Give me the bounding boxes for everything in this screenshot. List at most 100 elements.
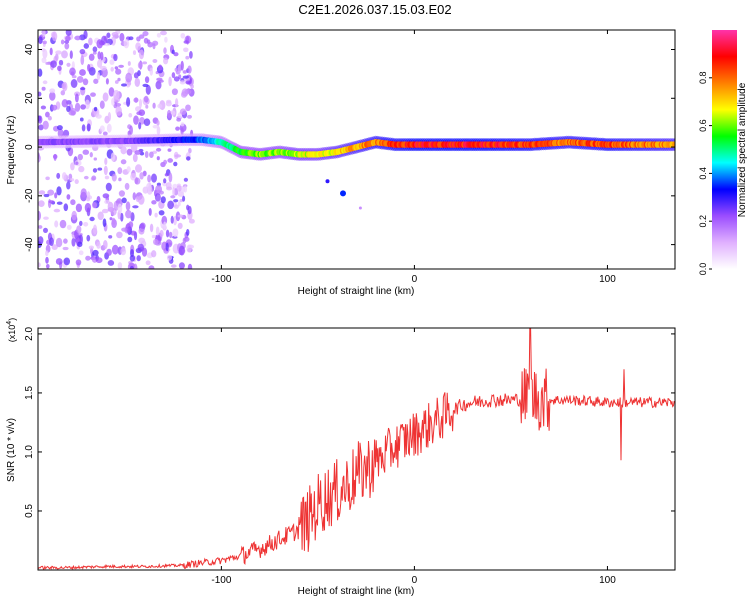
noise-speckle [176, 185, 182, 192]
noise-speckle [145, 260, 151, 266]
noise-speckle [186, 244, 192, 253]
noise-speckle [95, 114, 102, 119]
noise-speckle [96, 72, 101, 81]
noise-speckle [57, 65, 62, 72]
noise-speckle [151, 173, 157, 183]
noise-speckle [38, 154, 41, 163]
noise-speckle [119, 32, 125, 42]
noise-speckle [102, 218, 107, 227]
noise-speckle [136, 111, 142, 116]
noise-speckle [132, 50, 137, 55]
noise-speckle [110, 152, 116, 162]
noise-speckle [62, 246, 69, 251]
noise-speckle [88, 37, 93, 46]
noise-speckle [154, 212, 158, 218]
noise-speckle [61, 50, 68, 59]
noise-speckle [40, 105, 47, 110]
noise-speckle [117, 167, 123, 175]
noise-speckle [126, 166, 131, 173]
noise-speckle [118, 64, 124, 68]
noise-speckle [136, 255, 141, 262]
noise-speckle [83, 222, 89, 227]
noise-speckle [135, 164, 142, 173]
noise-speckle [54, 220, 59, 228]
noise-speckle [106, 248, 112, 256]
noise-speckle [74, 93, 79, 103]
noise-speckle [185, 55, 190, 60]
noise-speckle [74, 179, 79, 185]
spectrogram-xlabel: Height of straight line (km) [298, 286, 415, 297]
noise-speckle [138, 227, 145, 235]
noise-speckle [70, 199, 76, 206]
noise-speckle [38, 190, 46, 195]
noise-speckle [103, 165, 108, 176]
noise-speckle [183, 40, 189, 44]
noise-speckle [63, 203, 69, 212]
noise-speckle [71, 75, 77, 79]
noise-speckle [170, 264, 177, 268]
noise-speckle [160, 30, 167, 36]
noise-speckle [164, 36, 168, 43]
isolated-blob [325, 179, 330, 184]
noise-speckle [155, 185, 163, 194]
noise-speckle [184, 88, 192, 95]
noise-speckle [151, 200, 157, 205]
noise-speckle [69, 67, 76, 76]
noise-speckle [97, 211, 104, 221]
noise-speckle [55, 237, 63, 248]
noise-speckle [188, 147, 192, 154]
noise-speckle [53, 208, 61, 213]
noise-speckle [65, 35, 71, 42]
noise-speckle [127, 236, 133, 243]
noise-speckle [66, 224, 72, 230]
noise-speckle [38, 115, 43, 124]
noise-speckle [137, 61, 143, 69]
noise-speckle [115, 200, 121, 204]
noise-speckle [99, 125, 105, 133]
noise-speckle [120, 146, 127, 155]
noise-speckle [163, 221, 167, 230]
noise-speckle [93, 78, 99, 84]
noise-speckle [133, 97, 139, 103]
noise-speckle [142, 61, 148, 65]
noise-speckle [137, 243, 145, 252]
noise-speckle [178, 262, 185, 269]
y-tick-label: 2.0 [24, 327, 35, 341]
noise-speckle [49, 47, 53, 56]
noise-speckle [51, 104, 58, 111]
noise-speckle [154, 192, 161, 202]
noise-speckle [158, 79, 164, 83]
colorbar-tick-label: 0.0 [698, 263, 708, 276]
noise-speckle [171, 49, 175, 55]
noise-speckle [177, 201, 181, 207]
noise-speckle [105, 78, 109, 85]
noise-speckle [155, 226, 160, 236]
noise-speckle [125, 72, 133, 83]
noise-speckle [116, 231, 123, 239]
noise-speckle [79, 117, 84, 122]
noise-speckle [45, 256, 49, 264]
noise-speckle [185, 104, 191, 112]
noise-speckle [177, 214, 184, 218]
noise-speckle [77, 153, 83, 161]
noise-speckle [61, 172, 67, 180]
noise-speckle [143, 95, 149, 103]
noise-speckle [186, 204, 190, 211]
noise-speckle [92, 168, 98, 173]
noise-speckle [156, 119, 160, 126]
noise-speckle [68, 110, 76, 116]
noise-speckle [132, 205, 139, 209]
noise-speckle [88, 66, 96, 76]
noise-speckle [138, 195, 145, 205]
noise-speckle [110, 66, 114, 72]
noise-speckle [99, 100, 105, 109]
snr-xlabel: Height of straight line (km) [298, 586, 415, 597]
noise-speckle [129, 254, 136, 262]
noise-speckle [182, 70, 187, 74]
noise-speckle [138, 122, 142, 130]
noise-speckle [148, 265, 155, 269]
colorbar-ticks: 0.0 0.2 0.4 0.6 0.8 [698, 72, 712, 276]
y-tick-label: 40 [24, 44, 35, 56]
noise-speckle [143, 118, 151, 127]
noise-speckle [163, 159, 168, 165]
